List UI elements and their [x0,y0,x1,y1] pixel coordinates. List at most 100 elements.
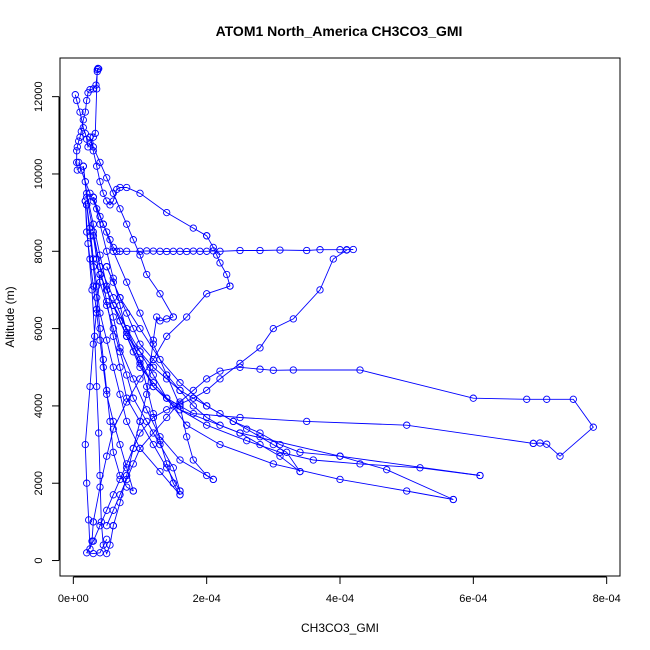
x-tick-label: 2e-04 [193,593,221,605]
data-point [216,259,224,267]
series-line [92,235,181,496]
data-point [169,464,177,472]
data-point [336,452,344,460]
data-point [106,541,114,549]
data-point [76,133,84,141]
data-point [143,382,151,391]
data-point [403,421,411,429]
data-point [296,448,304,456]
series-26 [81,270,104,553]
series-2 [149,246,351,422]
data-point [109,522,117,530]
data-point [83,193,91,201]
data-point [99,189,107,197]
data-point [229,417,237,426]
data-point [75,158,83,167]
data-point [136,340,144,348]
data-point [92,81,100,89]
series-line [99,274,534,444]
data-point [116,390,124,398]
data-point [143,270,151,279]
data-point [176,456,184,464]
data-point [123,247,131,255]
data-point [403,487,411,495]
data-point [73,158,81,167]
data-point [256,246,264,255]
data-point [136,324,144,333]
data-point [203,290,211,298]
data-point [84,143,92,151]
series-13 [79,162,217,484]
data-point [96,336,104,344]
data-point [136,375,144,383]
data-point [109,448,117,456]
data-point [163,394,171,402]
data-point [103,228,111,236]
series-10 [109,301,484,480]
data-point [97,518,105,526]
chart-title: ATOM1 North_America CH3CO3_GMI [216,23,463,39]
data-point [216,440,224,449]
data-point [123,183,131,192]
data-point [84,89,92,97]
series-line [92,197,481,476]
series-19 [81,197,137,495]
data-point [156,317,164,325]
data-point [163,371,171,379]
data-point [209,475,217,484]
data-point [276,448,284,456]
series-12 [89,193,217,484]
data-point [169,313,177,321]
data-point [96,178,104,186]
data-point [226,282,234,290]
y-tick-label: 10000 [33,159,45,190]
series-line [92,285,231,522]
data-point [129,236,137,244]
series-9 [109,301,457,504]
data-point [86,382,94,391]
data-point [289,315,297,323]
data-point [136,309,144,317]
data-point [103,549,111,558]
data-point [89,85,97,93]
data-point [176,386,184,395]
data-point [156,467,164,476]
data-point [329,255,337,263]
series-line [86,204,181,496]
x-tick-label: 4e-04 [326,593,354,605]
data-point [93,67,101,76]
series-4 [103,363,597,530]
data-point [383,466,391,474]
data-point [88,537,96,545]
data-point [336,475,344,484]
data-point [129,460,137,468]
data-point [343,246,351,254]
data-point [103,390,111,398]
x-tick-label: 0e+00 [58,593,89,605]
data-point [73,143,81,151]
data-point [236,413,244,422]
data-point [276,440,284,449]
data-point [81,197,89,205]
data-point [316,286,324,294]
data-point [136,189,144,197]
series-line [112,305,454,500]
data-point [93,294,101,302]
data-point [236,363,244,371]
series-line [84,274,101,550]
data-point [156,437,164,445]
data-point [176,379,184,387]
data-point [88,286,96,294]
data-point [96,270,104,279]
data-point [109,417,117,426]
series-0 [71,64,103,174]
data-point [96,212,104,221]
data-point [89,147,97,155]
data-point [89,518,97,526]
data-point [216,367,224,375]
series-line [106,366,594,526]
data-point [136,251,144,259]
data-point [189,402,197,410]
data-point [236,359,244,368]
